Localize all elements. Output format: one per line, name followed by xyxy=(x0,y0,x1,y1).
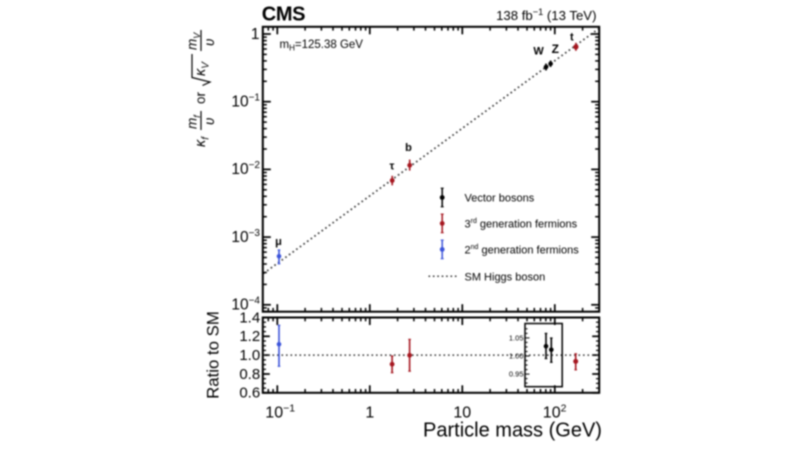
svg-text:CMS: CMS xyxy=(262,4,305,26)
svg-text:μ: μ xyxy=(275,236,282,248)
svg-text:Ratio to SM: Ratio to SM xyxy=(204,311,223,399)
svg-text:mH=125.38 GeV: mH=125.38 GeV xyxy=(280,39,364,53)
svg-text:0.6: 0.6 xyxy=(239,385,260,402)
svg-text:1: 1 xyxy=(365,405,374,422)
svg-text:1: 1 xyxy=(251,26,260,43)
svg-text:1.4: 1.4 xyxy=(239,309,260,326)
svg-text:t: t xyxy=(570,32,574,44)
svg-text:SM Higgs boson: SM Higgs boson xyxy=(465,271,546,283)
svg-text:3rd generation fermions: 3rd generation fermions xyxy=(465,218,578,231)
svg-text:138 fb−1 (13 TeV): 138 fb−1 (13 TeV) xyxy=(496,7,596,23)
svg-text:κf: κf xyxy=(193,136,212,147)
svg-text:Z: Z xyxy=(552,42,559,56)
svg-text:1.00: 1.00 xyxy=(509,352,524,361)
svg-text:10: 10 xyxy=(453,405,471,422)
svg-text:or: or xyxy=(193,91,208,104)
svg-text:Vector bosons: Vector bosons xyxy=(465,193,535,205)
svg-text:υ: υ xyxy=(202,39,217,46)
svg-text:W: W xyxy=(533,46,544,58)
svg-text:1.0: 1.0 xyxy=(239,347,260,364)
svg-text:0.95: 0.95 xyxy=(509,370,524,379)
svg-text:τ: τ xyxy=(390,161,395,173)
svg-text:1.2: 1.2 xyxy=(239,328,260,345)
svg-text:Particle mass (GeV): Particle mass (GeV) xyxy=(423,420,602,442)
svg-text:b: b xyxy=(405,142,412,154)
svg-text:2nd generation fermions: 2nd generation fermions xyxy=(465,244,580,257)
svg-text:0.8: 0.8 xyxy=(239,366,260,383)
svg-text:1.05: 1.05 xyxy=(509,334,524,343)
svg-text:υ: υ xyxy=(202,118,217,125)
